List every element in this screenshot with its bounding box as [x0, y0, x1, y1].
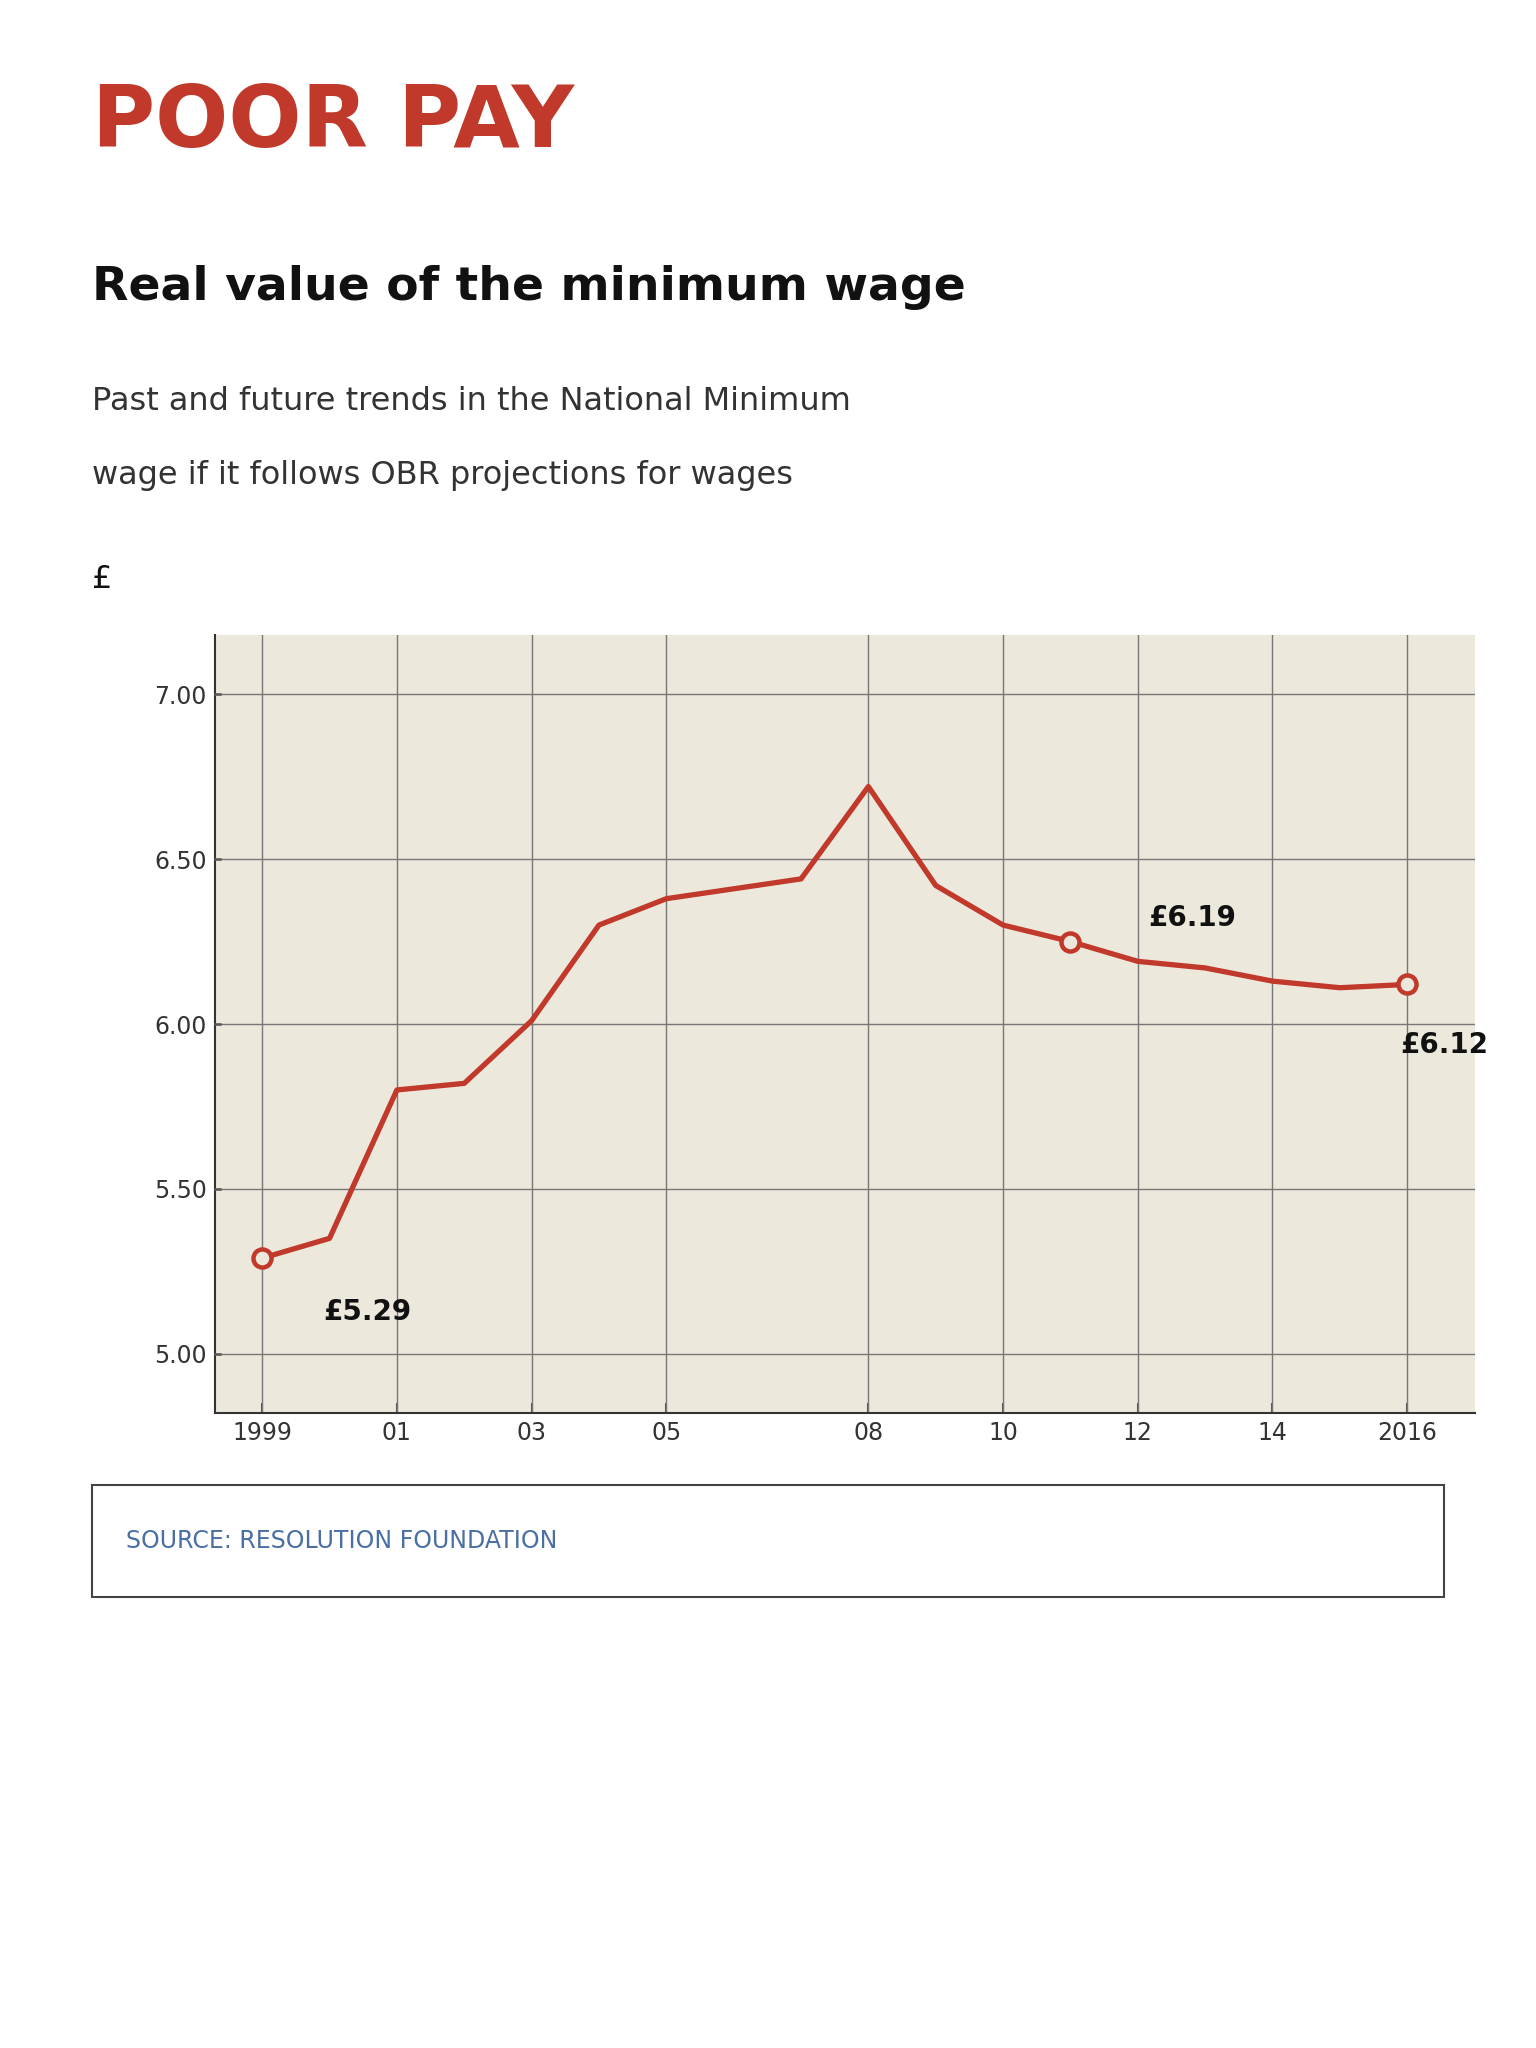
Text: £: £	[92, 563, 112, 594]
Text: POOR PAY: POOR PAY	[92, 82, 574, 166]
Text: £5.29: £5.29	[323, 1298, 412, 1325]
Text: £6.19: £6.19	[1147, 903, 1236, 932]
Text: SOURCE: RESOLUTION FOUNDATION: SOURCE: RESOLUTION FOUNDATION	[126, 1530, 558, 1552]
Text: £6.12: £6.12	[1401, 1030, 1488, 1059]
Text: Real value of the minimum wage: Real value of the minimum wage	[92, 266, 966, 311]
FancyBboxPatch shape	[92, 1485, 1444, 1597]
Text: Past and future trends in the National Minimum: Past and future trends in the National M…	[92, 385, 851, 418]
Text: wage if it follows OBR projections for wages: wage if it follows OBR projections for w…	[92, 461, 793, 492]
